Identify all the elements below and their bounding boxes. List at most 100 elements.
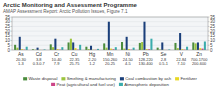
x-tick-label: Cd <box>36 52 42 57</box>
y2-tick-label: 30 <box>210 19 216 24</box>
plot-area <box>12 17 208 50</box>
y-tick-label: 15 <box>5 33 11 38</box>
legend-item: Coal combustion by ash <box>120 76 172 81</box>
x-tick-label: Pb <box>143 52 149 57</box>
legend-label: Coal combustion by ash <box>125 76 171 81</box>
y-tick-label: 10 <box>5 38 11 43</box>
bar <box>179 33 181 50</box>
legend-swatch <box>119 83 123 86</box>
range-label: 7-9 <box>54 61 60 66</box>
title: Arctic Monitoring and Assessment Program… <box>3 2 137 8</box>
range-label: 25-75 <box>69 61 79 66</box>
bar <box>54 39 56 50</box>
bar <box>126 37 128 50</box>
bar <box>103 43 105 50</box>
bar <box>85 47 87 50</box>
bar <box>90 46 92 50</box>
subtitle: AMAP Assessment Report: Arctic Pollution… <box>3 9 128 14</box>
bar <box>121 42 123 50</box>
grid-line <box>12 31 208 32</box>
x-tick-label: Zn <box>196 52 202 57</box>
bar <box>139 43 141 50</box>
legend-item: Smelting & manufacturing <box>61 76 116 81</box>
y-tick <box>11 17 13 18</box>
y2-tick-label: 0 <box>210 48 213 53</box>
y2-tick-label: 35 <box>210 15 216 20</box>
bar <box>108 22 110 50</box>
bar <box>199 48 201 50</box>
y-tick-label: 0 <box>7 48 10 53</box>
x-tick-label: As <box>18 52 24 57</box>
y2-tick-label: 5 <box>210 43 213 48</box>
x-tick-label: Cu <box>71 52 77 57</box>
grid-line <box>12 26 208 27</box>
x-tick-label: Mn <box>107 52 114 57</box>
legend-item: Atmospheric deposition <box>119 82 170 87</box>
y-tick-label: 30 <box>5 19 11 24</box>
bar <box>161 42 163 50</box>
bar <box>68 42 70 50</box>
range-label: 4-5 <box>125 61 131 66</box>
bar <box>26 47 28 50</box>
bar <box>52 47 54 50</box>
grid-line <box>12 40 208 41</box>
y2-tick-label: 25 <box>210 24 216 29</box>
bar <box>72 42 74 50</box>
y2-tick-label: 15 <box>210 33 216 38</box>
bar <box>141 42 143 50</box>
grid-line <box>12 35 208 36</box>
legend-item: Fertilizer <box>175 76 197 81</box>
bar <box>133 48 135 50</box>
bar <box>174 43 176 50</box>
legend-item: Peat (agricultural and fuel use) <box>51 82 115 87</box>
y-tick-label: 20 <box>5 29 11 34</box>
plot-frame <box>12 17 208 50</box>
legend-swatch <box>23 77 27 80</box>
y2-tick-label: 10 <box>210 38 216 43</box>
bars <box>14 22 206 50</box>
bar <box>75 48 77 50</box>
y-tick <box>11 31 13 32</box>
y-tick <box>11 21 13 22</box>
grid-line <box>12 45 208 46</box>
bar <box>192 42 194 50</box>
bar <box>115 47 117 50</box>
bar <box>50 44 52 50</box>
y-tick <box>11 26 13 27</box>
y-tick <box>11 50 13 51</box>
legend-label: Fertilizer <box>180 76 197 81</box>
bar <box>61 47 63 50</box>
bar <box>106 48 108 50</box>
bar <box>16 48 18 50</box>
legend-swatch <box>175 77 179 80</box>
legend-label: Peat (agricultural and fuel use) <box>56 82 115 87</box>
range-label: 0.5-1 <box>159 61 168 66</box>
bar <box>197 42 199 50</box>
y2-tick-label: 20 <box>210 29 216 34</box>
range-label: 200-600 <box>192 61 207 66</box>
bar <box>195 43 197 50</box>
bar <box>150 39 152 50</box>
range-label: 7-10 <box>177 61 186 66</box>
legend-label: Smelting & manufacturing <box>67 76 117 81</box>
legend-item: Waste disposal <box>23 76 57 81</box>
bar <box>14 45 16 50</box>
range-label: 0.3-0.7 <box>33 61 45 66</box>
bar <box>19 37 21 50</box>
legend-swatch <box>61 77 65 80</box>
y-tick-label: 25 <box>5 24 11 29</box>
y-tick-label: 35 <box>5 15 11 20</box>
x-tick-label: Cr <box>54 52 59 57</box>
legend-swatch <box>120 77 124 80</box>
legend: Waste disposal Smelting & manufacturing Co… <box>23 76 197 87</box>
bar <box>204 42 206 50</box>
bar <box>177 48 179 50</box>
bar <box>79 45 81 50</box>
bar <box>70 39 72 50</box>
x-tick-label: Hg <box>89 52 95 57</box>
bar <box>143 22 145 50</box>
range-label: 1-2 <box>89 61 95 66</box>
legend-label: Atmospheric deposition <box>124 82 169 87</box>
x-tick-label: V <box>180 52 184 57</box>
bar <box>37 48 39 50</box>
